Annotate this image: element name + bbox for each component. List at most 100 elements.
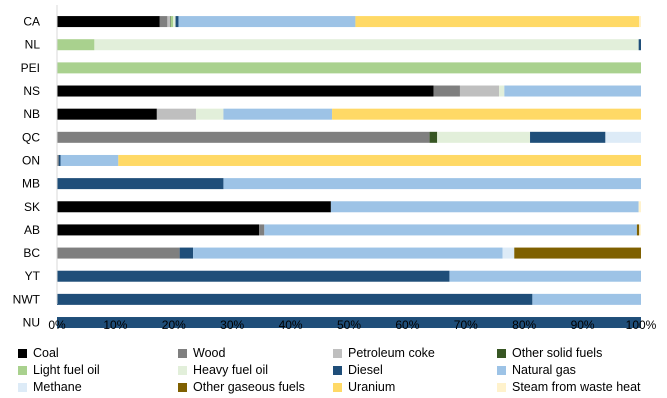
bar-segment-nb-petroleum-coke xyxy=(156,108,196,120)
category-label-qc: QC xyxy=(22,130,40,144)
legend-swatch xyxy=(497,348,506,358)
category-label-ca: CA xyxy=(23,15,40,29)
bar-segment-ca-heavy-fuel-oil xyxy=(173,16,176,28)
legend-label: Steam from waste heat xyxy=(512,380,641,394)
category-label-yt: YT xyxy=(25,269,41,283)
x-tick-label: 0% xyxy=(48,318,66,332)
bar-segment-nb-uranium xyxy=(332,108,641,120)
bar-segment-ca-uranium xyxy=(355,16,640,28)
bar-segment-mb-diesel xyxy=(57,178,224,190)
legend-label: Uranium xyxy=(348,380,396,394)
category-label-on: ON xyxy=(22,153,40,167)
bar-segment-on-wood xyxy=(57,154,59,166)
bar-segment-nwt-natural-gas xyxy=(532,293,641,305)
legend-swatch xyxy=(333,365,342,375)
legend-label: Wood xyxy=(193,346,226,360)
bar-segment-qc-wood xyxy=(57,131,430,143)
bar-segment-nu-diesel xyxy=(57,317,641,329)
legend-label: Methane xyxy=(33,380,82,394)
legend-label: Light fuel oil xyxy=(33,363,100,377)
bar-segment-ca-steam-from-waste-heat xyxy=(639,16,641,28)
bar-segment-bc-other-gaseous-fuels xyxy=(514,247,641,259)
legend-item-methane: Methane xyxy=(18,379,178,395)
bar-area xyxy=(57,16,641,329)
bar-segment-nl-heavy-fuel-oil xyxy=(94,39,639,51)
x-tick-label: 30% xyxy=(220,318,244,332)
legend-label: Other solid fuels xyxy=(512,346,603,360)
x-tick-label: 100% xyxy=(626,318,657,332)
bar-segment-ns-petroleum-coke xyxy=(459,85,500,97)
legend-swatch xyxy=(333,348,342,358)
bar-segment-sk-coal xyxy=(57,201,331,213)
bar-segment-qc-other-solid-fuels xyxy=(429,131,438,143)
bar-segment-yt-diesel xyxy=(57,270,450,282)
bar-segment-pei-light-fuel-oil xyxy=(57,62,641,74)
bar-segment-ab-coal xyxy=(57,224,260,236)
bar-segment-qc-methane xyxy=(605,131,641,143)
bar-segment-ca-light-fuel-oil xyxy=(170,16,174,28)
x-axis-labels: 0% 10% 20% 30% 40% 50% 60% 70% 80% 90% 100% xyxy=(48,318,656,332)
legend-label: Other gaseous fuels xyxy=(193,380,305,394)
x-tick-label: 90% xyxy=(571,318,595,332)
bar-segment-ns-coal xyxy=(57,85,434,97)
legend-swatch xyxy=(178,365,187,375)
bar-segment-ca-coal xyxy=(57,16,160,28)
bar-segment-nb-natural-gas xyxy=(223,108,333,120)
category-label-nu: NU xyxy=(23,316,40,330)
legend-swatch xyxy=(178,348,187,358)
legend-item-uranium: Uranium xyxy=(333,379,497,395)
category-label-pei: PEI xyxy=(21,61,40,75)
legend-item-coal: Coal xyxy=(18,345,178,361)
x-tick-label: 40% xyxy=(279,318,303,332)
y-axis-labels: CA NL PEI NS NB QC ON MB SK AB BC YT NWT NU xyxy=(13,15,41,330)
legend-item-steam-from-waste-heat: Steam from waste heat xyxy=(497,379,657,395)
bar-segment-ca-natural-gas xyxy=(178,16,356,28)
bar-segment-ns-heavy-fuel-oil xyxy=(499,85,505,97)
category-label-nl: NL xyxy=(25,38,41,52)
bar-segment-yt-natural-gas xyxy=(449,270,641,282)
legend-item-petroleum-coke: Petroleum coke xyxy=(333,345,497,361)
x-tick-label: 80% xyxy=(512,318,536,332)
legend-label: Natural gas xyxy=(512,363,576,377)
bar-segment-qc-heavy-fuel-oil xyxy=(437,131,531,143)
x-tick-label: 60% xyxy=(395,318,419,332)
bar-segment-nb-heavy-fuel-oil xyxy=(195,108,224,120)
bar-segment-sk-steam-from-waste-heat xyxy=(638,201,641,213)
category-label-ab: AB xyxy=(24,223,40,237)
bar-segment-nl-diesel xyxy=(638,39,641,51)
category-label-nb: NB xyxy=(23,107,40,121)
bar-segment-bc-natural-gas xyxy=(193,247,503,259)
legend: Coal Wood Petroleum coke Other solid fuels L… xyxy=(18,345,663,395)
legend-swatch xyxy=(18,348,27,358)
legend-swatch xyxy=(18,365,27,375)
bar-segment-sk-natural-gas xyxy=(330,201,639,213)
bar-segment-ca-diesel xyxy=(175,16,179,28)
legend-swatch xyxy=(18,382,27,392)
legend-swatch xyxy=(333,382,342,392)
bar-segment-ca-other-solid-fuels xyxy=(170,16,171,28)
bar-segment-bc-methane xyxy=(502,247,515,259)
bar-segment-bc-diesel xyxy=(179,247,194,259)
bar-segment-nwt-diesel xyxy=(57,293,533,305)
bar-segment-ca-wood xyxy=(159,16,168,28)
legend-label: Diesel xyxy=(348,363,383,377)
legend-item-diesel: Diesel xyxy=(333,362,497,378)
x-tick-label: 50% xyxy=(337,318,361,332)
category-label-sk: SK xyxy=(24,200,40,214)
bar-segment-ab-other-gaseous-fuels xyxy=(636,224,640,236)
category-label-mb: MB xyxy=(22,177,40,191)
x-tick-label: 10% xyxy=(103,318,127,332)
bar-segment-ab-steam-from-waste-heat xyxy=(639,224,641,236)
legend-label: Petroleum coke xyxy=(348,346,435,360)
legend-swatch xyxy=(497,382,506,392)
category-label-ns: NS xyxy=(23,84,40,98)
bar-segment-on-natural-gas xyxy=(60,154,119,166)
x-tick-label: 70% xyxy=(454,318,478,332)
bar-segment-ns-wood xyxy=(433,85,460,97)
bar-segment-on-diesel xyxy=(58,154,61,166)
bar-segment-ab-wood xyxy=(259,224,265,236)
legend-label: Heavy fuel oil xyxy=(193,363,269,377)
legend-swatch xyxy=(178,382,187,392)
bar-segment-ab-natural-gas xyxy=(264,224,637,236)
x-tick-label: 20% xyxy=(162,318,186,332)
